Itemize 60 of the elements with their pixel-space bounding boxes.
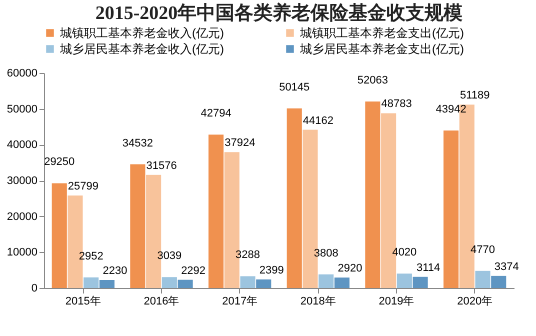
data-label: 51189 [460, 90, 490, 102]
bar [99, 280, 114, 288]
x-tick-label: 2017年 [222, 296, 258, 308]
legend-label: 城乡居民基本养老金支出(亿元) [299, 42, 464, 56]
bar [318, 274, 334, 288]
chart-title: 2015-2020年中国各类养老保险基金收支规模 [95, 2, 463, 24]
data-label: 3374 [494, 260, 519, 273]
bar [412, 276, 428, 288]
bar [240, 276, 256, 288]
data-label: 42794 [200, 108, 232, 120]
data-label: 34532 [122, 137, 153, 150]
data-label: 43942 [436, 104, 466, 116]
bar [396, 274, 412, 288]
bar [475, 270, 490, 288]
bar [178, 280, 193, 288]
x-tick-label: 2020年 [457, 296, 493, 308]
x-tick-label: 2019年 [378, 296, 414, 308]
data-label: 44162 [302, 114, 334, 127]
data-label: 50145 [279, 81, 310, 94]
data-label: 25799 [68, 180, 99, 193]
y-tick-label: 50000 [6, 103, 38, 116]
legend-label: 城镇职工基本养老金支出(亿元) [299, 26, 464, 40]
data-label: 3808 [314, 247, 338, 260]
data-label: 4770 [470, 244, 496, 256]
y-tick-label: 40000 [6, 139, 38, 152]
bar [334, 278, 350, 288]
y-tick-label: 30000 [6, 175, 38, 187]
bar [444, 130, 459, 288]
y-tick-label: 60000 [6, 68, 38, 80]
data-label: 2230 [102, 265, 128, 278]
y-tick-label: 10000 [6, 246, 38, 259]
legend-label: 城镇职工基本养老金收入(亿元) [59, 26, 224, 40]
x-tick-label: 2016年 [144, 296, 180, 308]
bar [256, 279, 272, 288]
data-label: 48783 [381, 98, 412, 110]
data-label: 3114 [416, 262, 440, 274]
bar [52, 183, 67, 288]
data-label: 2920 [338, 262, 362, 275]
bar [491, 276, 506, 288]
bar [286, 108, 302, 288]
data-label: 52063 [357, 74, 388, 86]
data-label: 2292 [181, 264, 206, 277]
data-label: 2952 [78, 250, 104, 262]
data-label: 2399 [259, 264, 284, 276]
data-label: 31576 [146, 160, 177, 172]
data-label: 37924 [224, 137, 256, 150]
data-label: 3288 [236, 249, 260, 262]
bar [130, 164, 146, 288]
data-label: 4020 [392, 246, 417, 259]
data-label: 29250 [44, 156, 75, 168]
y-tick-label: 20000 [6, 210, 38, 223]
bar [365, 101, 380, 288]
bar [162, 277, 177, 288]
legend-label: 城乡居民基本养老金收入(亿元) [59, 42, 224, 56]
bar [208, 134, 224, 288]
x-tick-label: 2018年 [300, 296, 336, 308]
y-tick-label: 0 [31, 282, 38, 294]
bar [84, 277, 99, 288]
x-tick-label: 2015年 [65, 296, 101, 308]
data-label: 3039 [157, 250, 182, 262]
